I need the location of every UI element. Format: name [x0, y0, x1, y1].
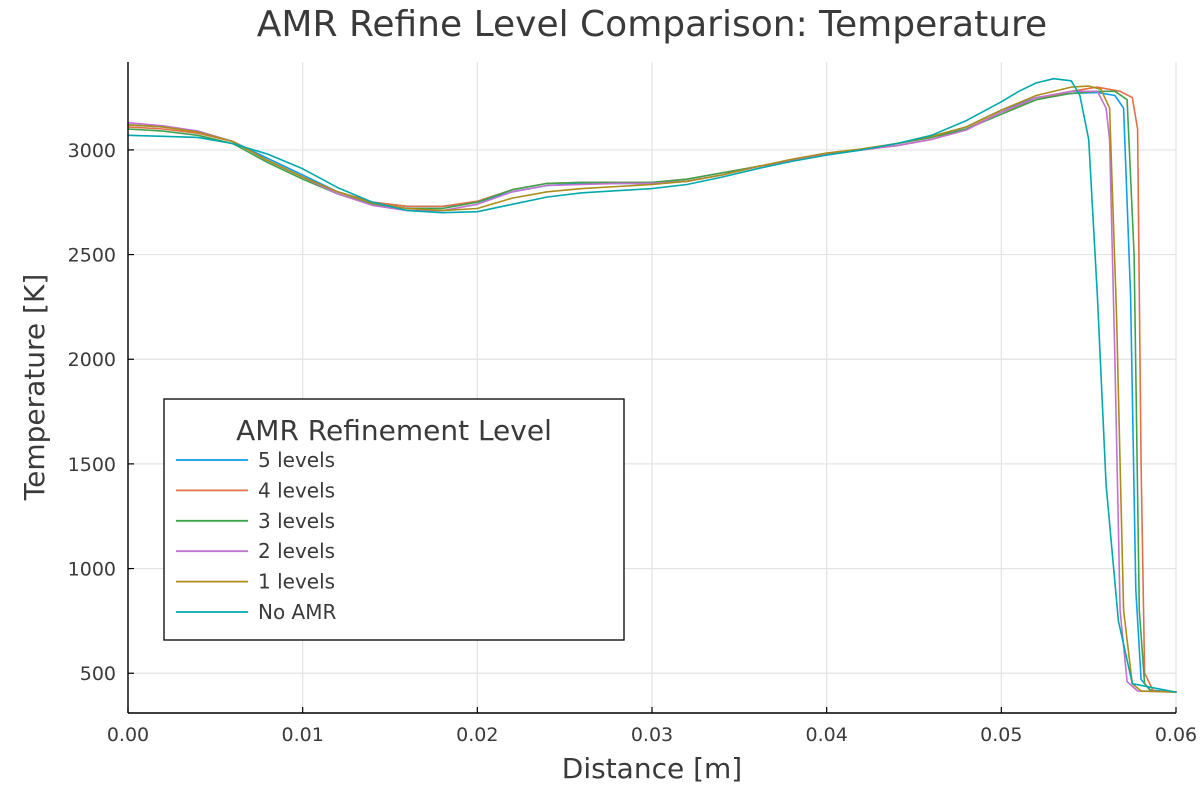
y-tick-label: 1500 [68, 454, 116, 476]
legend-label: 5 levels [258, 448, 335, 472]
series-line-no-amr [127, 77, 1177, 693]
x-tick-label: 0.04 [806, 724, 848, 746]
series-line-1-levels [127, 85, 1177, 693]
legend-items: 5 levels 4 levels 3 levels 2 levels 1 levels… [176, 448, 336, 624]
x-tick-label: 0.02 [456, 724, 498, 746]
legend-label: 1 levels [258, 570, 335, 594]
x-tick-label: 0.01 [282, 724, 324, 746]
x-tick-label: 0.05 [980, 724, 1022, 746]
x-tick-label: 0.06 [1155, 724, 1197, 746]
x-axis-title: Distance [m] [562, 752, 742, 785]
y-axis-title: Temperature [K] [18, 274, 51, 501]
y-tick-label: 2500 [68, 245, 116, 267]
legend-label: 3 levels [258, 509, 335, 533]
legend-label: 4 levels [258, 478, 335, 502]
y-tick-label: 2000 [68, 349, 116, 371]
chart-title: AMR Refine Level Comparison: Temperature [257, 4, 1047, 45]
y-tick-label: 3000 [68, 140, 116, 162]
legend-title: AMR Refinement Level [236, 414, 552, 447]
ticks: 0.00 0.01 0.02 0.03 0.04 0.05 0.06 500 1000 1500 2… [68, 140, 1198, 746]
x-tick-label: 0.03 [631, 724, 673, 746]
grid-lines [127, 62, 1177, 713]
legend-box [163, 398, 625, 641]
series-lines [127, 77, 1177, 693]
x-tick-label: 0.00 [107, 724, 149, 746]
legend: AMR Refinement Level 5 levels 4 levels 3 l… [163, 398, 625, 641]
legend-label: No AMR [258, 600, 336, 624]
y-tick-label: 1000 [68, 559, 116, 581]
y-tick-label: 500 [80, 663, 116, 685]
legend-label: 2 levels [258, 539, 335, 563]
